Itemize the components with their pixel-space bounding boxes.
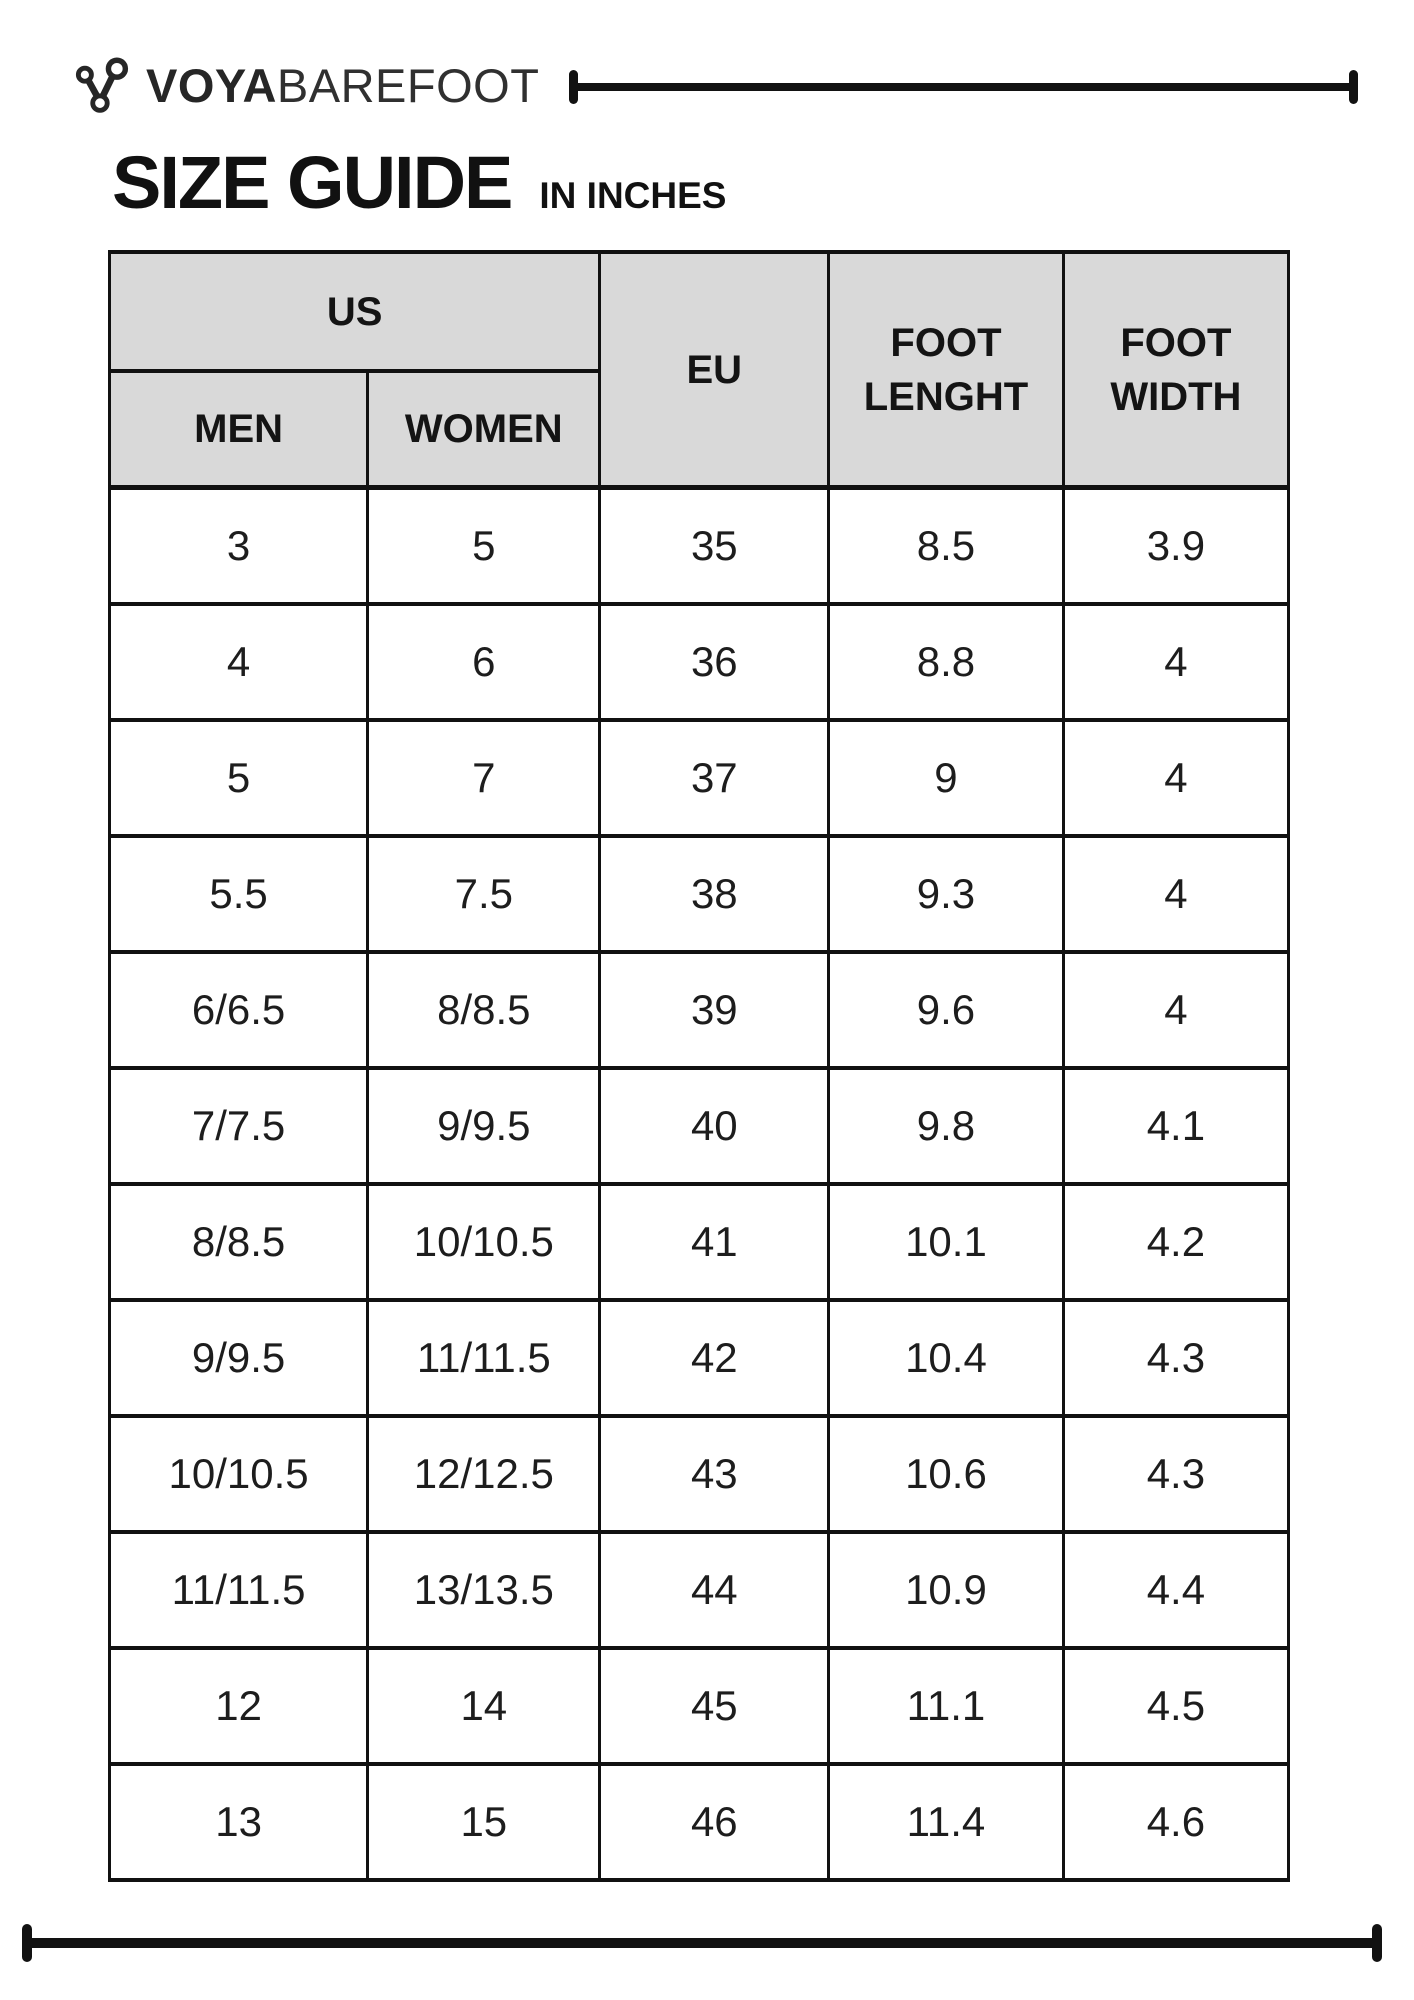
size-cell: 4.1 [1061,1066,1291,1186]
size-cell: 11.4 [827,1762,1065,1882]
size-cell: 10.1 [827,1182,1065,1302]
size-cell: 9.3 [827,834,1065,954]
size-cell: 4.4 [1061,1530,1291,1650]
size-cell: 39 [598,950,831,1070]
size-cell: 35 [598,485,831,606]
header-cell-us: US [107,250,602,373]
size-cell: 13 [107,1762,370,1882]
size-cell: 44 [598,1530,831,1650]
size-cell: 37 [598,718,831,838]
size-cell: 4 [107,602,370,722]
size-cell: 8/8.5 [107,1182,370,1302]
size-cell: 14 [366,1646,602,1766]
size-cell: 10.4 [827,1298,1065,1418]
title-row: SIZE GUIDE IN INCHES [112,146,726,220]
size-cell: 9/9.5 [107,1298,370,1418]
size-cell: 36 [598,602,831,722]
table-row: 6/6.5 8/8.5 39 9.6 4 [107,950,1291,1070]
brand-name-barefoot: BAREFOOT [276,58,540,112]
size-cell: 4.5 [1061,1646,1291,1766]
molecule-icon [74,56,132,114]
header-cell-foot-width: FOOT WIDTH [1061,250,1291,490]
size-cell: 9.6 [827,950,1065,1070]
bottom-rule-right-cap [1372,1924,1382,1962]
size-cell: 3 [107,485,370,606]
size-cell: 4 [1061,950,1291,1070]
size-cell: 12/12.5 [366,1414,602,1534]
page-title: SIZE GUIDE [112,141,513,224]
size-cell: 4 [1061,834,1291,954]
size-cell: 38 [598,834,831,954]
header-cell-men: MEN [107,369,370,490]
brand-name-voya: VOYA [146,58,277,112]
size-cell: 6/6.5 [107,950,370,1070]
size-cell: 11.1 [827,1646,1065,1766]
size-cell: 11/11.5 [107,1530,370,1650]
size-cell: 43 [598,1414,831,1534]
table-row: 11/11.5 13/13.5 44 10.9 4.4 [107,1530,1291,1650]
size-cell: 15 [366,1762,602,1882]
size-cell: 11/11.5 [366,1298,602,1418]
size-cell: 6 [366,602,602,722]
header-cell-eu: EU [598,250,831,490]
size-cell: 41 [598,1182,831,1302]
page-title-unit: IN INCHES [539,175,727,216]
header-cell-women: WOMEN [366,369,602,490]
table-header: US EU FOOT LENGHT FOOT WIDTH MEN WOMEN [107,250,1291,490]
bottom-rule [22,1924,1382,1962]
table-row: 4 6 36 8.8 4 [107,602,1291,722]
table-row: 9/9.5 11/11.5 42 10.4 4.3 [107,1298,1291,1418]
table-row: 5 7 37 9 4 [107,718,1291,838]
size-cell: 45 [598,1646,831,1766]
size-cell: 12 [107,1646,370,1766]
table-row: 13 15 46 11.4 4.6 [107,1762,1291,1882]
size-cell: 46 [598,1762,831,1882]
size-cell: 8/8.5 [366,950,602,1070]
top-rule-right-cap [1349,70,1358,104]
size-cell: 13/13.5 [366,1530,602,1650]
size-cell: 10/10.5 [366,1182,602,1302]
size-cell: 9/9.5 [366,1066,602,1186]
table-row: 10/10.5 12/12.5 43 10.6 4.3 [107,1414,1291,1534]
size-cell: 5.5 [107,834,370,954]
size-cell: 7.5 [366,834,602,954]
size-cell: 42 [598,1298,831,1418]
brand-logo: VOYABAREFOOT [74,56,539,114]
size-cell: 4.3 [1061,1298,1291,1418]
size-cell: 4.3 [1061,1414,1291,1534]
size-cell: 10.9 [827,1530,1065,1650]
size-cell: 5 [366,485,602,606]
brand-header: VOYABAREFOOT [74,56,1358,114]
bottom-rule-left-cap [22,1924,32,1962]
header-cell-foot-length: FOOT LENGHT [827,250,1065,490]
size-cell: 4 [1061,602,1291,722]
size-cell: 10/10.5 [107,1414,370,1534]
size-guide-table: US EU FOOT LENGHT FOOT WIDTH MEN WOMEN 3… [107,250,1291,1882]
size-cell: 10.6 [827,1414,1065,1534]
size-cell: 40 [598,1066,831,1186]
size-cell: 9 [827,718,1065,838]
top-rule [569,70,1358,104]
size-cell: 7 [366,718,602,838]
size-cell: 4.6 [1061,1762,1291,1882]
header-sub-row: MEN WOMEN [107,369,1289,490]
size-cell: 8.5 [827,485,1065,606]
table-row: 12 14 45 11.1 4.5 [107,1646,1291,1766]
top-rule-left-cap [569,70,579,104]
table-row: 7/7.5 9/9.5 40 9.8 4.1 [107,1066,1291,1186]
header-group-row: US EU FOOT LENGHT FOOT WIDTH [107,250,1291,490]
size-cell: 4.2 [1061,1182,1291,1302]
size-cell: 5 [107,718,370,838]
size-cell: 7/7.5 [107,1066,370,1186]
size-cell: 8.8 [827,602,1065,722]
table-row: 8/8.5 10/10.5 41 10.1 4.2 [107,1182,1291,1302]
table-body: 3 5 35 8.5 3.9 4 6 36 8.8 4 5 7 37 9 4 5.5 7.5 38 9.3 4 6/6.… [107,485,1291,1882]
size-cell: 9.8 [827,1066,1065,1186]
table-row: 3 5 35 8.5 3.9 [107,485,1291,606]
table-row: 5.5 7.5 38 9.3 4 [107,834,1291,954]
brand-name: VOYABAREFOOT [146,62,539,109]
size-cell: 4 [1061,718,1291,838]
size-cell: 3.9 [1061,485,1291,606]
